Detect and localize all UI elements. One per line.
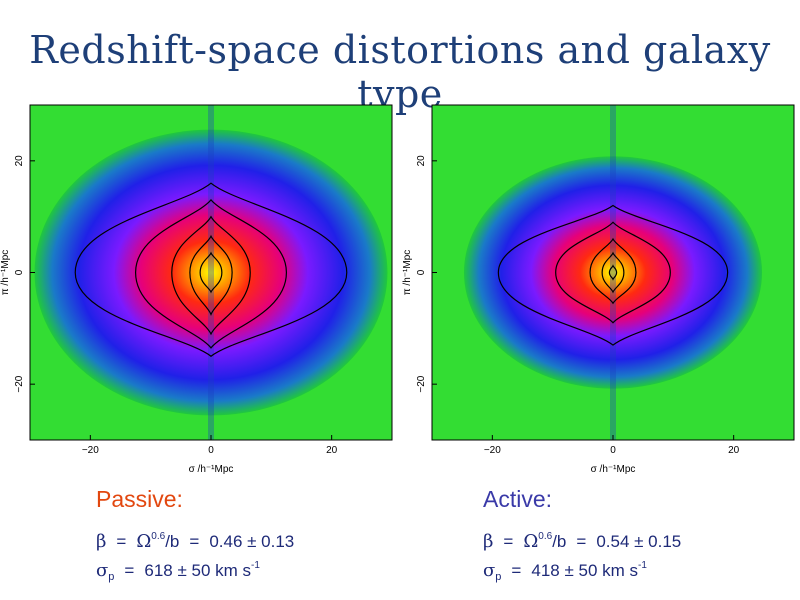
active-density-core <box>463 156 763 389</box>
passive-omega-symbol: Ω <box>136 531 152 552</box>
passive-sigma-value: 618 ± 50 km s <box>144 561 252 580</box>
active-beta-value: 0.54 ± 0.15 <box>596 532 682 551</box>
passive-sigma-symbol: σ <box>96 560 109 581</box>
active-sigma-subscript: p <box>495 571 502 583</box>
active-sigma-formula: σp = 418 ± 50 km s-1 <box>483 560 647 583</box>
passive-xtick-label: −20 <box>82 445 99 456</box>
passive-beta-ratio: /b <box>165 532 180 551</box>
passive-contour-3 <box>171 215 251 336</box>
active-yaxis-label: π /h⁻¹Mpc <box>402 250 413 296</box>
slide-title: Redshift-space distortions and galaxy ty… <box>29 28 771 116</box>
active-sigma-unit-exponent: -1 <box>638 560 647 571</box>
active-ytick-label: 0 <box>416 269 427 275</box>
active-xtick-label: −20 <box>484 445 501 456</box>
active-contour-1 <box>497 204 729 346</box>
passive-redshift-map: −20 0 20 −20 0 20 σ /h⁻¹Mpc π /h⁻¹Mpc <box>0 100 400 480</box>
active-contour-4 <box>601 251 625 294</box>
passive-sigma-unit-exponent: -1 <box>251 560 260 571</box>
passive-contour-2 <box>134 198 288 349</box>
passive-beta-value: 0.46 ± 0.13 <box>209 532 295 551</box>
passive-contour-5 <box>199 251 223 294</box>
passive-sigma-formula: σp = 618 ± 50 km s-1 <box>96 560 260 583</box>
active-sigma-symbol: σ <box>483 560 496 581</box>
active-omega-symbol: Ω <box>523 531 539 552</box>
active-xaxis-label: σ /h⁻¹Mpc <box>591 464 636 475</box>
passive-density-core <box>34 129 388 416</box>
active-sigma-value: 418 ± 50 km s <box>531 561 639 580</box>
passive-contour-4 <box>189 234 233 316</box>
active-beta-symbol: β <box>483 531 494 552</box>
passive-ytick-label: 20 <box>14 155 25 167</box>
passive-omega-exponent: 0.6 <box>151 531 166 542</box>
active-xtick-label: 20 <box>728 445 740 456</box>
passive-yaxis-label: π /h⁻¹Mpc <box>0 250 11 296</box>
active-label: Active: <box>483 486 553 512</box>
passive-map-svg: −20 0 20 −20 0 20 σ /h⁻¹Mpc π /h⁻¹Mpc <box>0 104 393 475</box>
passive-beta-formula: β = Ω0.6/b = 0.46 ± 0.13 <box>96 531 295 552</box>
active-ytick-label: −20 <box>416 375 427 392</box>
passive-heatmap-field <box>30 105 392 440</box>
passive-contour-1 <box>74 182 348 358</box>
passive-sigma-subscript: p <box>108 571 115 583</box>
active-beta-ratio: /b <box>552 532 567 551</box>
active-omega-exponent: 0.6 <box>538 531 553 542</box>
passive-beta-symbol: β <box>96 531 107 552</box>
active-redshift-map: −20 0 20 −20 0 20 σ /h⁻¹Mpc π /h⁻¹Mpc <box>400 100 800 480</box>
active-map-svg: −20 0 20 −20 0 20 σ /h⁻¹Mpc π /h⁻¹Mpc <box>402 104 795 475</box>
active-finger-of-god-streak <box>610 105 616 440</box>
active-xtick-label: 0 <box>610 445 616 456</box>
active-contour-5 <box>608 264 618 281</box>
passive-xaxis-label: σ /h⁻¹Mpc <box>189 464 234 475</box>
passive-label: Passive: <box>96 486 183 512</box>
active-ytick-label: 20 <box>416 155 427 167</box>
passive-xtick-label: 20 <box>326 445 338 456</box>
passive-ytick-label: 0 <box>14 269 25 275</box>
passive-xtick-label: 0 <box>208 445 214 456</box>
passive-ytick-label: −20 <box>14 375 25 392</box>
active-contour-2 <box>555 221 671 324</box>
active-heatmap-field <box>432 105 794 440</box>
active-contour-3 <box>589 237 637 305</box>
active-beta-formula: β = Ω0.6/b = 0.54 ± 0.15 <box>483 531 682 552</box>
passive-finger-of-god-streak <box>208 105 214 440</box>
